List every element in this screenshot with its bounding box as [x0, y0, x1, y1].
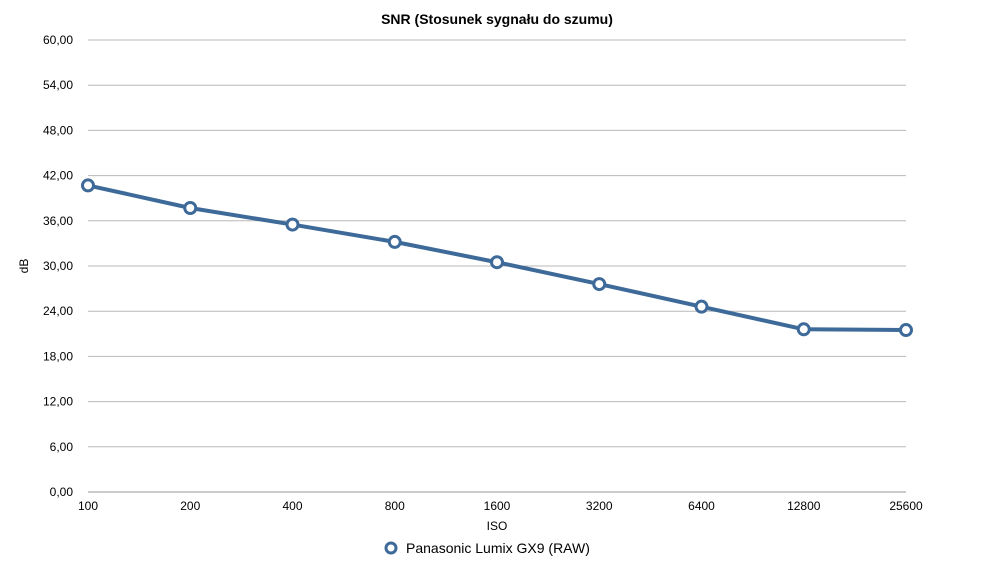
y-tick-label: 24,00: [43, 304, 73, 318]
y-tick-label: 48,00: [43, 123, 73, 137]
data-point: [694, 299, 709, 314]
data-point: [899, 323, 913, 338]
legend-label: Panasonic Lumix GX9 (RAW): [406, 540, 590, 556]
data-point: [183, 200, 198, 215]
y-tick-label: 12,00: [43, 395, 73, 409]
legend: Panasonic Lumix GX9 (RAW): [384, 540, 590, 556]
x-tick-label: 12800: [787, 499, 821, 513]
y-tick-label: 54,00: [43, 78, 73, 92]
data-point: [490, 255, 504, 270]
y-axis-label: dB: [17, 259, 31, 274]
y-tick-label: 6,00: [50, 440, 74, 454]
y-tick-label: 30,00: [43, 259, 73, 273]
y-tick-label: 36,00: [43, 214, 73, 228]
chart-title: SNR (Stosunek sygnału do szumu): [381, 11, 613, 27]
data-point: [81, 178, 95, 193]
x-tick-label: 3200: [586, 499, 613, 513]
x-tick-label: 6400: [688, 499, 715, 513]
data-point: [592, 277, 607, 292]
y-tick-label: 60,00: [43, 33, 73, 47]
series: [81, 178, 913, 338]
y-tick-label: 18,00: [43, 349, 73, 363]
data-point: [796, 322, 811, 337]
data-point: [387, 234, 402, 249]
x-tick-label: 200: [180, 499, 200, 513]
legend-marker-icon: [384, 541, 398, 555]
x-axis-ticks: 100 200 400 800 1600 3200 6400 12800 25600: [78, 499, 923, 513]
x-tick-label: 400: [282, 499, 302, 513]
x-tick-label: 25600: [889, 499, 923, 513]
y-axis-ticks: 0,00 6,00 12,00 18,00 24,00 30,00 36,00 42,00 48…: [43, 33, 73, 499]
x-axis-label: ISO: [487, 519, 508, 533]
x-tick-label: 1600: [484, 499, 511, 513]
x-tick-label: 800: [385, 499, 405, 513]
y-tick-label: 0,00: [50, 485, 74, 499]
y-tick-label: 42,00: [43, 169, 73, 183]
data-point: [285, 217, 300, 232]
x-tick-label: 100: [78, 499, 98, 513]
